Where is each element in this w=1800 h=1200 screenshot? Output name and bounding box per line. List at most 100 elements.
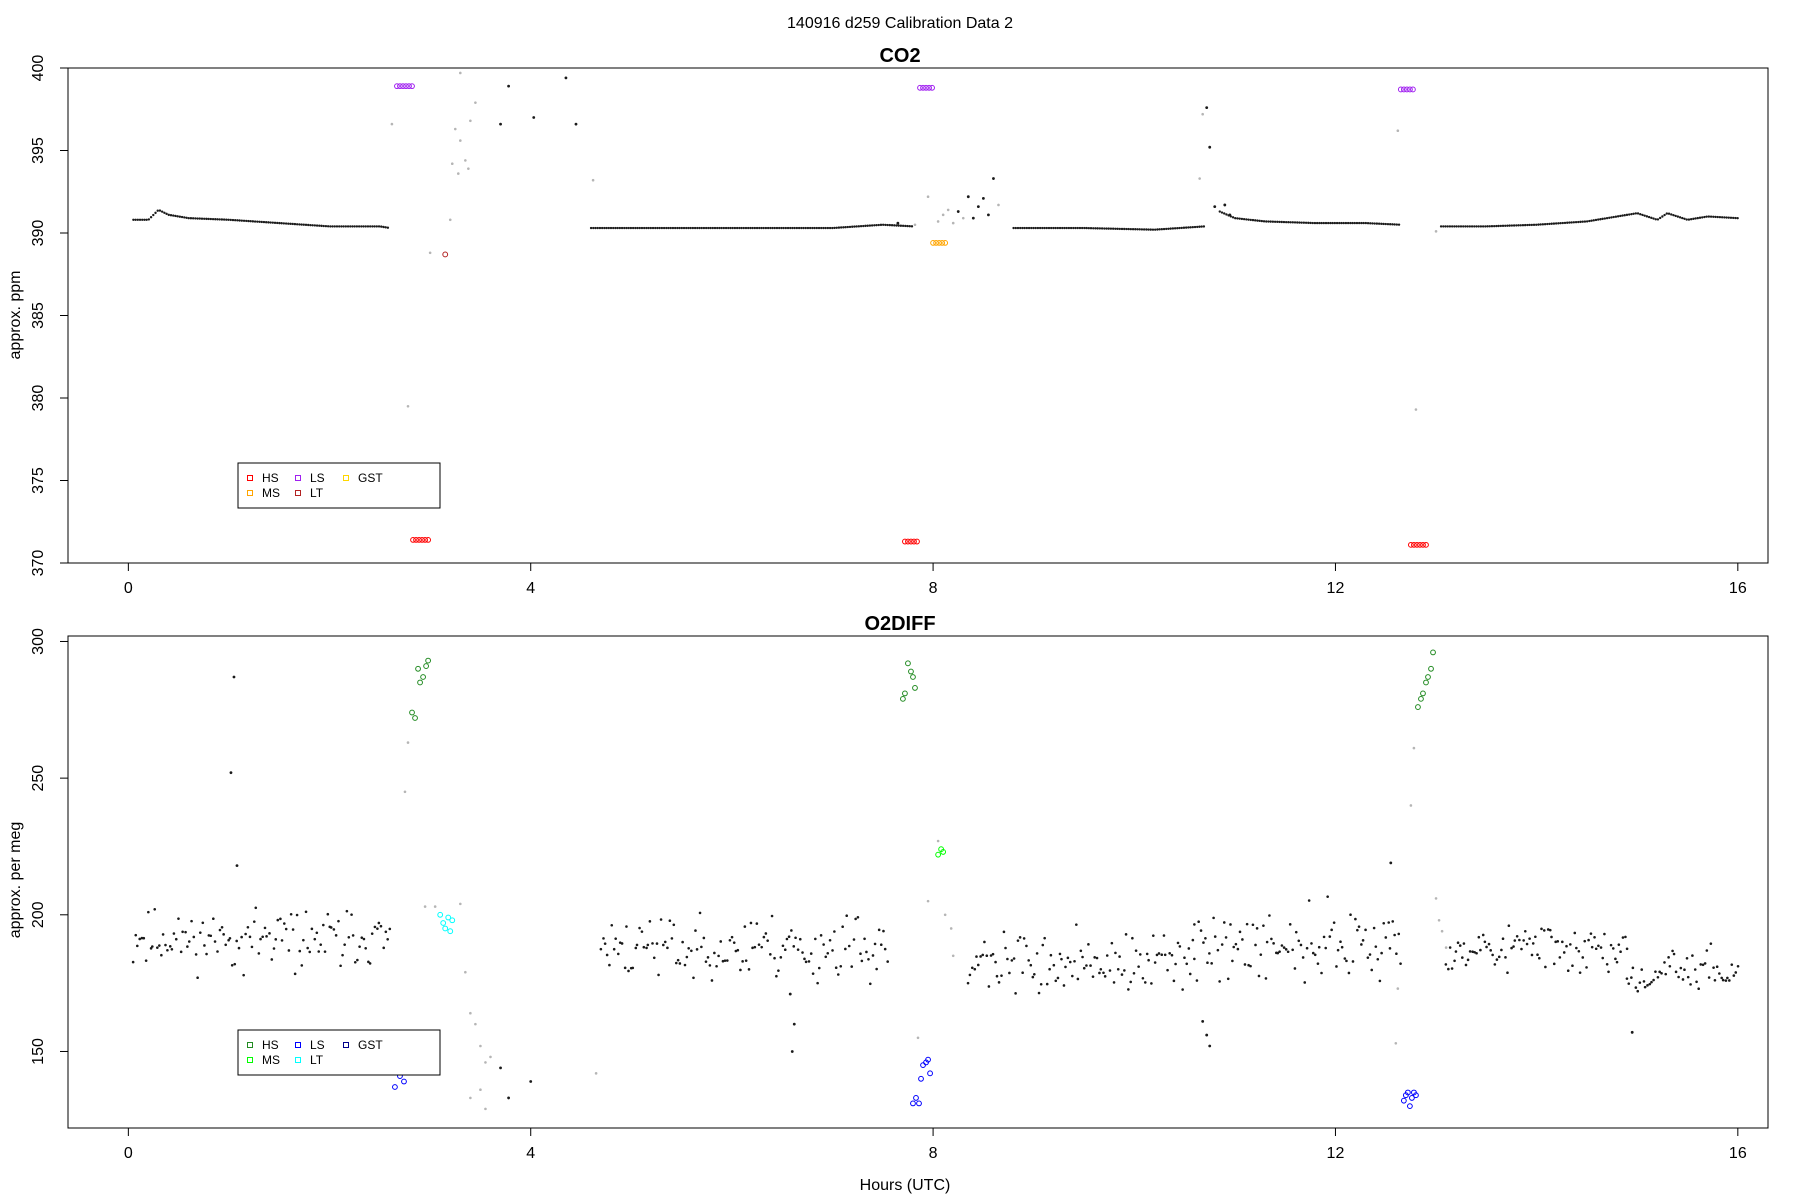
co2-data-point	[620, 226, 624, 230]
co2-data-point	[1442, 225, 1445, 228]
o2diff-data-point	[360, 936, 364, 939]
o2diff-data-point	[1098, 971, 1101, 975]
o2diff-data-point	[1583, 939, 1587, 943]
co2-gray-point	[913, 223, 917, 227]
o2diff-ls-point	[918, 1075, 924, 1082]
o2diff-data-point	[1458, 944, 1462, 947]
o2diff-data-point	[1522, 939, 1525, 942]
o2diff-data-point	[1590, 945, 1594, 949]
o2diff-data-point	[981, 953, 985, 957]
o2diff-data-point	[1293, 967, 1297, 970]
o2diff-data-point	[1213, 935, 1217, 938]
o2diff-data-point	[379, 924, 383, 928]
o2diff-data-point	[1736, 964, 1740, 968]
o2diff-data-point	[859, 952, 862, 956]
co2-data-point	[636, 226, 639, 230]
o2diff-data-point	[184, 930, 187, 934]
co2-data-point	[532, 116, 536, 119]
co2-data-point	[1300, 221, 1303, 224]
co2-data-point	[660, 226, 664, 230]
o2diff-data-point	[1464, 963, 1468, 967]
o2diff-data-point	[1689, 983, 1692, 986]
co2-ms-point	[939, 240, 946, 246]
co2-ls-point	[920, 84, 926, 91]
co2-hs-point	[1407, 541, 1414, 548]
o2diff-data-point	[856, 915, 860, 919]
o2diff-data-point	[1631, 966, 1635, 970]
co2-data-point	[817, 226, 821, 230]
co2-data-point	[1182, 226, 1186, 229]
o2diff-data-point	[670, 937, 674, 940]
o2diff-data-point	[1210, 962, 1213, 965]
o2diff-gray-point	[479, 1044, 482, 1048]
co2-ls-point	[929, 84, 935, 91]
co2-data-point	[806, 226, 810, 230]
co2-data-point	[1047, 226, 1051, 230]
co2-data-point	[857, 225, 861, 228]
co2-data-point	[1284, 220, 1288, 224]
o2diff-data-point	[1288, 923, 1292, 926]
co2-hs-point	[914, 538, 920, 545]
co2-data-point	[507, 84, 510, 88]
co2-data-point	[1723, 216, 1726, 219]
o2diff-data-point	[1456, 941, 1460, 945]
o2diff-data-point	[1345, 959, 1348, 963]
o2diff-data-point	[170, 947, 174, 951]
o2diff-data-point	[306, 946, 309, 950]
co2-gray-point	[428, 251, 432, 255]
o2diff-hs-point	[425, 657, 432, 664]
co2-data-point	[1701, 216, 1704, 219]
co2-data-point	[1030, 226, 1033, 230]
co2-data-point	[1302, 221, 1306, 224]
o2diff-data-point	[144, 959, 148, 962]
o2diff-data-point	[1162, 934, 1166, 937]
o2diff-data-point	[1510, 946, 1513, 950]
co2-data-point	[1698, 216, 1702, 219]
o2diff-data-point	[1479, 948, 1482, 952]
o2diff-data-point	[1643, 985, 1647, 989]
co2-data-point	[1709, 215, 1713, 218]
co2-data-point	[1603, 217, 1607, 220]
o2diff-data-point	[1151, 934, 1155, 937]
o2diff-data-point	[1603, 932, 1606, 936]
co2-data-point	[1397, 223, 1401, 226]
co2-data-point	[747, 226, 750, 230]
o2diff-data-point	[1033, 972, 1036, 976]
co2-hs-point	[425, 537, 432, 543]
o2diff-data-point	[1291, 948, 1294, 952]
o2diff-data-point	[386, 937, 389, 941]
o2diff-data-point	[983, 940, 986, 944]
o2diff-data-point	[351, 934, 355, 937]
co2-data-point	[1114, 227, 1117, 230]
o2diff-gray-point	[1437, 918, 1441, 922]
o2diff-data-point	[1305, 946, 1309, 950]
co2-data-point	[1223, 212, 1226, 215]
co2-data-point	[1530, 223, 1534, 227]
o2diff-data-point	[668, 919, 672, 923]
o2diff-data-point	[1515, 935, 1519, 938]
o2diff-data-point	[638, 926, 641, 930]
co2-data-point	[614, 226, 617, 230]
o2diff-data-point	[1550, 935, 1553, 939]
co2-data-point	[1169, 227, 1172, 230]
o2diff-data-point	[1249, 964, 1252, 968]
o2diff-data-point	[194, 953, 198, 956]
co2-data-point	[1208, 145, 1212, 149]
co2-data-point	[1125, 227, 1128, 231]
o2diff-data-point	[257, 952, 261, 955]
o2diff-data-point	[1004, 946, 1007, 950]
o2diff-data-point	[235, 939, 238, 943]
o2diff-legend-swatch	[343, 1042, 349, 1048]
co2-data-point	[1636, 212, 1640, 215]
co2-data-point	[1036, 226, 1040, 230]
co2-data-point	[291, 222, 294, 226]
co2-data-point	[1298, 221, 1301, 224]
o2diff-data-point	[1523, 929, 1527, 933]
co2-data-point	[634, 226, 637, 230]
co2-hs-point	[1414, 541, 1420, 548]
o2diff-data-point	[1466, 958, 1470, 962]
o2diff-hs-point	[1418, 695, 1424, 702]
co2-gray-point	[453, 127, 457, 131]
co2-data-point	[1220, 211, 1224, 214]
o2diff-data-point	[1035, 952, 1039, 955]
